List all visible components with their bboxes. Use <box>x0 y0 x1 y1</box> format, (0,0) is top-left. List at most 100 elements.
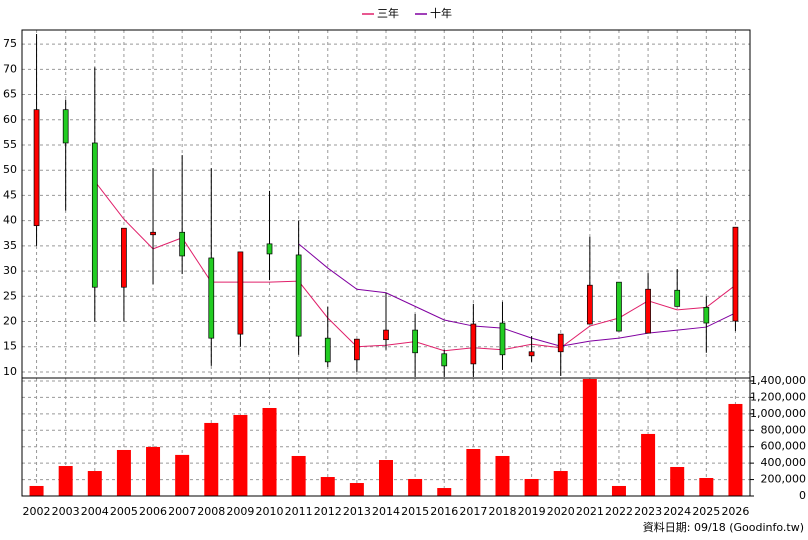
x-tick-label: 2022 <box>605 505 633 518</box>
candle-body <box>266 243 273 255</box>
candle-body <box>586 284 593 325</box>
x-tick-label: 2013 <box>343 505 371 518</box>
y2-tick-label: 600,000 <box>761 440 807 453</box>
y-tick-label: 55 <box>3 138 17 151</box>
x-tick-label: 2005 <box>110 505 138 518</box>
y-tick-label: 75 <box>3 37 17 50</box>
y-tick-label: 15 <box>3 340 17 353</box>
candle-body <box>208 257 215 339</box>
x-tick-label: 2019 <box>518 505 546 518</box>
plot-area <box>21 29 751 497</box>
y-tick-label: 65 <box>3 88 17 101</box>
candle-body <box>121 227 127 288</box>
volume-bar <box>291 455 306 496</box>
volume-bar <box>146 446 161 496</box>
candle-body <box>237 251 244 335</box>
volume-bar <box>408 478 423 496</box>
y-tick-label: 25 <box>3 289 17 302</box>
legend-label: 三年 <box>377 6 399 20</box>
y2-tick-label: 1,000,000 <box>750 407 806 420</box>
candle-body <box>62 109 69 144</box>
candle-body <box>557 333 564 353</box>
volume-bar <box>611 485 626 496</box>
volume-bar <box>58 466 73 496</box>
candle-body <box>703 307 710 324</box>
volume-bar <box>320 477 335 496</box>
volume-bar <box>582 378 597 496</box>
candle-body <box>91 142 98 288</box>
legend-label: 十年 <box>430 6 452 20</box>
x-tick-label: 2026 <box>721 505 749 518</box>
y-tick-label: 60 <box>3 113 17 126</box>
y-tick-label: 40 <box>3 214 17 227</box>
volume-bar <box>379 460 393 496</box>
volume-bar <box>349 483 364 496</box>
x-tick-label: 2015 <box>401 505 429 518</box>
y-tick-label: 45 <box>3 188 17 201</box>
candle-body <box>645 288 651 334</box>
x-tick-label: 2014 <box>372 505 400 518</box>
candle-body <box>499 322 506 356</box>
candle-body <box>179 231 186 257</box>
candle-body <box>412 329 418 354</box>
x-tick-label: 2002 <box>23 505 51 518</box>
y-tick-label: 20 <box>3 315 17 328</box>
x-tick-label: 2007 <box>168 505 196 518</box>
volume-bar <box>233 414 248 496</box>
y2-tick-label: 0 <box>799 489 806 502</box>
y-tick-label: 30 <box>3 264 17 277</box>
y2-tick-label: 1,200,000 <box>750 390 806 403</box>
x-tick-label: 2021 <box>576 505 604 518</box>
x-tick-label: 2010 <box>256 505 284 518</box>
x-tick-label: 2017 <box>459 505 487 518</box>
y-tick-label: 35 <box>3 239 17 252</box>
x-tick-label: 2012 <box>314 505 342 518</box>
y-tick-label: 10 <box>3 365 17 378</box>
candle-body <box>470 323 477 365</box>
candle-body <box>150 231 156 236</box>
y-tick-label: 70 <box>3 62 17 75</box>
x-tick-label: 2011 <box>285 505 313 518</box>
volume-bar <box>524 478 539 496</box>
candle-body <box>441 353 448 367</box>
volume-bar <box>175 454 190 496</box>
volume-bar <box>466 448 481 496</box>
x-tick-label: 2006 <box>139 505 167 518</box>
candle-body <box>732 226 739 322</box>
volume-bar <box>670 466 685 496</box>
candle-body <box>324 337 331 363</box>
volume-bar <box>641 433 656 496</box>
volume-bar <box>437 488 452 496</box>
volume-bar <box>495 455 510 496</box>
candle-body <box>674 289 681 307</box>
candle-body <box>33 109 40 227</box>
candle-body <box>383 329 389 341</box>
volume-bar <box>116 449 131 496</box>
x-tick-label: 2018 <box>488 505 516 518</box>
x-tick-label: 2008 <box>197 505 225 518</box>
candle-body <box>354 338 360 361</box>
y2-tick-label: 800,000 <box>761 423 807 436</box>
x-tick-label: 2003 <box>52 505 80 518</box>
x-tick-label: 2025 <box>692 505 720 518</box>
volume-bar <box>262 407 277 496</box>
volume-bar <box>87 471 102 496</box>
x-tick-label: 2009 <box>226 505 254 518</box>
volume-bar <box>204 422 219 496</box>
candle-body <box>295 254 302 337</box>
volume-bar <box>699 478 714 496</box>
x-tick-label: 2020 <box>547 505 575 518</box>
x-tick-label: 2023 <box>634 505 662 518</box>
volume-bar <box>29 485 44 496</box>
x-tick-label: 2024 <box>663 505 691 518</box>
candle-body <box>528 351 535 357</box>
ma-line <box>298 243 736 347</box>
y2-tick-label: 200,000 <box>761 473 807 486</box>
candle-body <box>616 281 622 332</box>
y2-tick-label: 400,000 <box>761 456 807 469</box>
y-tick-label: 50 <box>3 163 17 176</box>
volume-bar <box>553 471 568 496</box>
y2-tick-label: 1,400,000 <box>750 374 806 387</box>
x-tick-label: 2016 <box>430 505 458 518</box>
